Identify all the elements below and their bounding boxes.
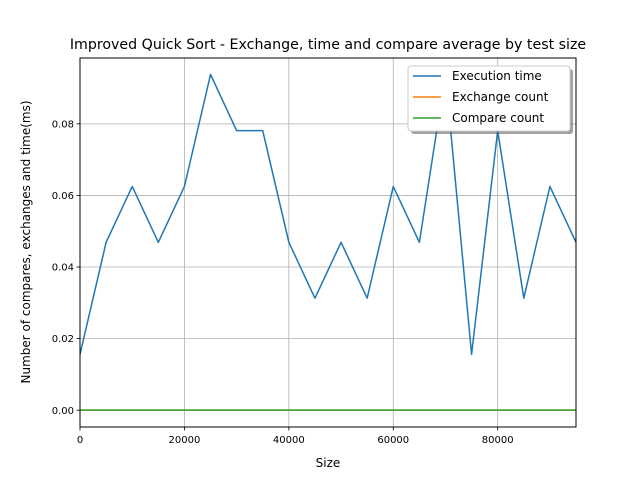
plot-frame xyxy=(79,57,577,428)
y-tick-label: 0.06 xyxy=(52,191,74,202)
x-axis-label: Size xyxy=(316,456,341,470)
y-tick-label: 0.00 xyxy=(52,406,74,417)
y-tick-label: 0.02 xyxy=(52,334,74,345)
legend-label-execution-time: Execution time xyxy=(452,69,542,83)
y-axis-label: Number of compares, exchanges and time(m… xyxy=(19,100,33,383)
x-tick-label: 20000 xyxy=(169,435,201,446)
y-tick-label: 0.04 xyxy=(52,263,74,274)
y-tick-label: 0.08 xyxy=(52,119,74,130)
legend: Execution time Exchange count Compare coun… xyxy=(407,65,573,134)
chart-title: Improved Quick Sort - Exchange, time and… xyxy=(70,37,586,53)
legend-label-exchange-count: Exchange count xyxy=(452,90,549,104)
legend-box xyxy=(407,65,571,132)
x-tick-label: 80000 xyxy=(482,435,514,446)
x-axis-ticks: 0 20000 40000 60000 80000 xyxy=(77,427,514,446)
x-tick-label: 60000 xyxy=(377,435,409,446)
legend-label-compare-count: Compare count xyxy=(452,111,544,125)
series-layer xyxy=(80,73,576,411)
y-axis-ticks: 0.00 0.02 0.04 0.06 0.08 xyxy=(52,119,80,417)
x-tick-label: 40000 xyxy=(273,435,305,446)
x-tick-label: 0 xyxy=(77,435,83,446)
series-line-execution-time xyxy=(80,73,576,356)
